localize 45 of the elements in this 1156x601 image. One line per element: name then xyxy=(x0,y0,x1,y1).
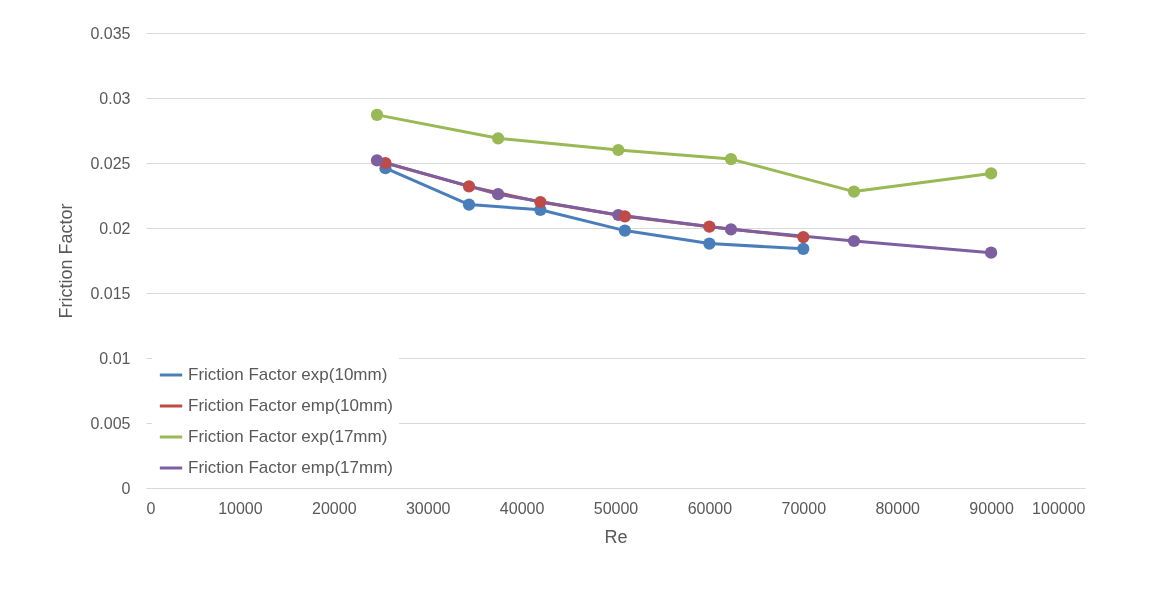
x-tick-label: 0 xyxy=(146,499,156,517)
point xyxy=(797,230,810,244)
point xyxy=(618,224,632,237)
y-tick-label: 0.01 xyxy=(99,349,131,367)
point xyxy=(797,242,810,255)
y-tick-label: 0.02 xyxy=(99,219,131,237)
x-tick-label: 20000 xyxy=(312,499,357,517)
legend-label: Friction Factor exp(10mm) xyxy=(188,365,388,384)
point xyxy=(492,188,505,201)
point xyxy=(612,143,625,157)
x-axis-title: Re xyxy=(604,526,628,547)
x-tick-label: 60000 xyxy=(687,499,733,517)
point xyxy=(984,246,998,259)
point xyxy=(703,237,716,250)
point xyxy=(847,185,861,198)
point xyxy=(492,132,505,145)
y-tick-label: 0.025 xyxy=(90,154,131,172)
legend-label: Friction Factor emp(17mm) xyxy=(188,458,393,477)
point xyxy=(370,154,384,167)
point xyxy=(984,167,998,180)
x-tick-label: 70000 xyxy=(781,499,827,517)
point xyxy=(724,152,738,166)
y-tick-label: 0.005 xyxy=(90,414,131,432)
point xyxy=(724,223,738,236)
point xyxy=(370,108,384,122)
x-tick-label: 50000 xyxy=(593,499,639,517)
x-tick-label: 100000 xyxy=(1032,499,1086,517)
y-tick-label: 0.035 xyxy=(90,24,131,42)
point xyxy=(703,220,716,233)
x-tick-label: 10000 xyxy=(218,499,263,517)
x-tick-label: 30000 xyxy=(405,499,451,517)
legend-label: Friction Factor exp(17mm) xyxy=(188,427,388,446)
point xyxy=(462,198,476,211)
y-axis-title: Friction Factor xyxy=(56,203,77,319)
legend-label: Friction Factor emp(10mm) xyxy=(188,396,393,415)
y-tick-label: 0.015 xyxy=(90,284,131,302)
point xyxy=(618,210,632,223)
point xyxy=(462,180,476,193)
point xyxy=(847,234,861,248)
y-tick-label: 0.03 xyxy=(99,89,131,107)
x-tick-label: 40000 xyxy=(499,499,545,517)
y-tick-label: 0 xyxy=(121,479,131,497)
x-tick-label: 90000 xyxy=(969,499,1014,517)
x-tick-label: 80000 xyxy=(875,499,921,517)
point xyxy=(534,195,547,209)
